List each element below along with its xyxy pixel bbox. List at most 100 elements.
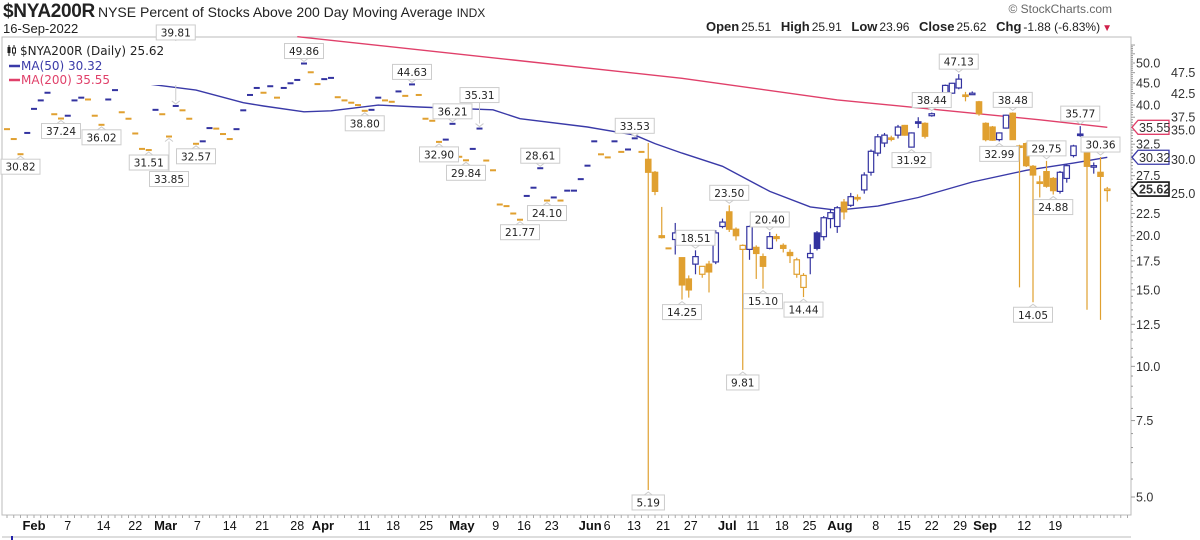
candle-body [813, 232, 821, 249]
candle [112, 89, 118, 92]
candle-dash [31, 107, 37, 110]
y-tick-label: 5.0 [1136, 491, 1153, 505]
x-tick-label: Aug [827, 518, 852, 533]
candle [260, 91, 267, 94]
legend: $NYA200R (Daily) 25.62 MA(50) 30.32 MA(2… [5, 41, 253, 87]
annotation-label: 14.25 [667, 307, 697, 319]
candle-body [685, 278, 693, 291]
candle-body [1090, 165, 1098, 168]
candle [456, 155, 463, 158]
annotation-pointer [1042, 155, 1051, 160]
candle [854, 194, 861, 202]
candle-body [1002, 114, 1010, 129]
annotation-pointer [691, 244, 700, 249]
candle-dash [618, 150, 625, 153]
annotation-pointer [738, 371, 748, 376]
close-value: 25.62 [956, 20, 987, 34]
ma200-layer [297, 36, 1108, 128]
candle [800, 273, 807, 298]
candle-body [1103, 188, 1111, 192]
candle [962, 91, 969, 102]
marker-label: 35.55 [1139, 121, 1170, 135]
annotation-label: 29.75 [1031, 143, 1061, 155]
candle-dash [44, 91, 51, 94]
candle [1009, 112, 1017, 141]
price-annotation: 21.77 [500, 221, 540, 241]
annotation-box [891, 152, 932, 169]
annotation-pointer [1048, 195, 1058, 200]
candle-body [739, 244, 747, 250]
candle [995, 132, 1003, 142]
x-tick-label: 16 [517, 519, 531, 533]
candle-dash [564, 189, 571, 192]
price-markers: 35.55 30.32 25.62 [1130, 119, 1170, 197]
last-price-marker: 25.62 [1130, 181, 1170, 197]
y-tick-label: 35.0 [1171, 124, 1195, 138]
ma50-price-marker: 30.32 [1131, 149, 1170, 165]
candle [409, 83, 415, 86]
x-tick-label: 7 [64, 519, 71, 533]
x-tick-label: 6 [604, 519, 611, 533]
annotation-label: 30.36 [1085, 140, 1115, 152]
candle [571, 189, 577, 192]
candle [98, 123, 105, 126]
candle [37, 99, 44, 102]
candle-body [894, 126, 902, 136]
candle [867, 149, 875, 176]
candle [651, 170, 659, 196]
annotation-pointer [407, 79, 417, 84]
x-tick-label: 14 [223, 519, 237, 533]
price-annotation: 30.82 [0, 155, 41, 175]
candle [901, 124, 909, 136]
annotation-label: 5.19 [637, 497, 660, 509]
candle-body [921, 122, 929, 137]
annotation-label: 36.02 [86, 132, 116, 144]
candle [1076, 126, 1084, 137]
candle [321, 78, 328, 81]
candle-body [773, 236, 780, 240]
ma50-line [114, 76, 1108, 211]
x-tick-label: 25 [419, 519, 433, 533]
x-tick-label: 23 [545, 519, 559, 533]
candle-dash [544, 199, 550, 202]
candle [490, 169, 496, 172]
candle-dash [172, 104, 179, 107]
price-annotation: 32.57 [176, 145, 216, 165]
annotation-label: 37.24 [46, 126, 76, 138]
candle-dash [395, 90, 402, 93]
annotation-pointer [630, 132, 640, 137]
candle [422, 117, 429, 120]
candle [894, 124, 902, 139]
candle-body [1056, 171, 1064, 192]
y-tick-label: 22.5 [1136, 207, 1160, 221]
candle [921, 122, 929, 139]
candle-dash [166, 135, 172, 138]
annotation-box [1026, 140, 1067, 157]
annotation-box [527, 205, 567, 222]
candle-dash [145, 149, 152, 152]
price-annotation: 29.75 [1026, 140, 1067, 160]
price-annotation: 36.21 [432, 103, 473, 123]
candle [105, 98, 112, 101]
candle-dash [517, 218, 523, 221]
candle-dash [577, 178, 584, 181]
x-tick-label: 12 [1017, 519, 1031, 533]
annotation-pointer [171, 100, 181, 105]
candle-dash [132, 132, 139, 135]
candle [530, 186, 537, 189]
y-tick-label: 27.5 [1136, 169, 1160, 183]
price-annotation: 14.05 [1013, 303, 1053, 323]
price-annotation: 32.90 [419, 143, 459, 163]
candle [1036, 175, 1044, 198]
candle [247, 93, 253, 96]
candle [361, 109, 368, 112]
y-tick-label: 17.5 [1136, 254, 1160, 268]
candle [813, 231, 821, 251]
candle-body [901, 124, 909, 136]
x-tick-label: 13 [627, 519, 641, 533]
price-annotation: 9.81 [726, 371, 760, 391]
candle [334, 96, 341, 99]
candle [449, 122, 456, 125]
candle-dash [638, 150, 645, 153]
close-label: Close [919, 19, 955, 34]
